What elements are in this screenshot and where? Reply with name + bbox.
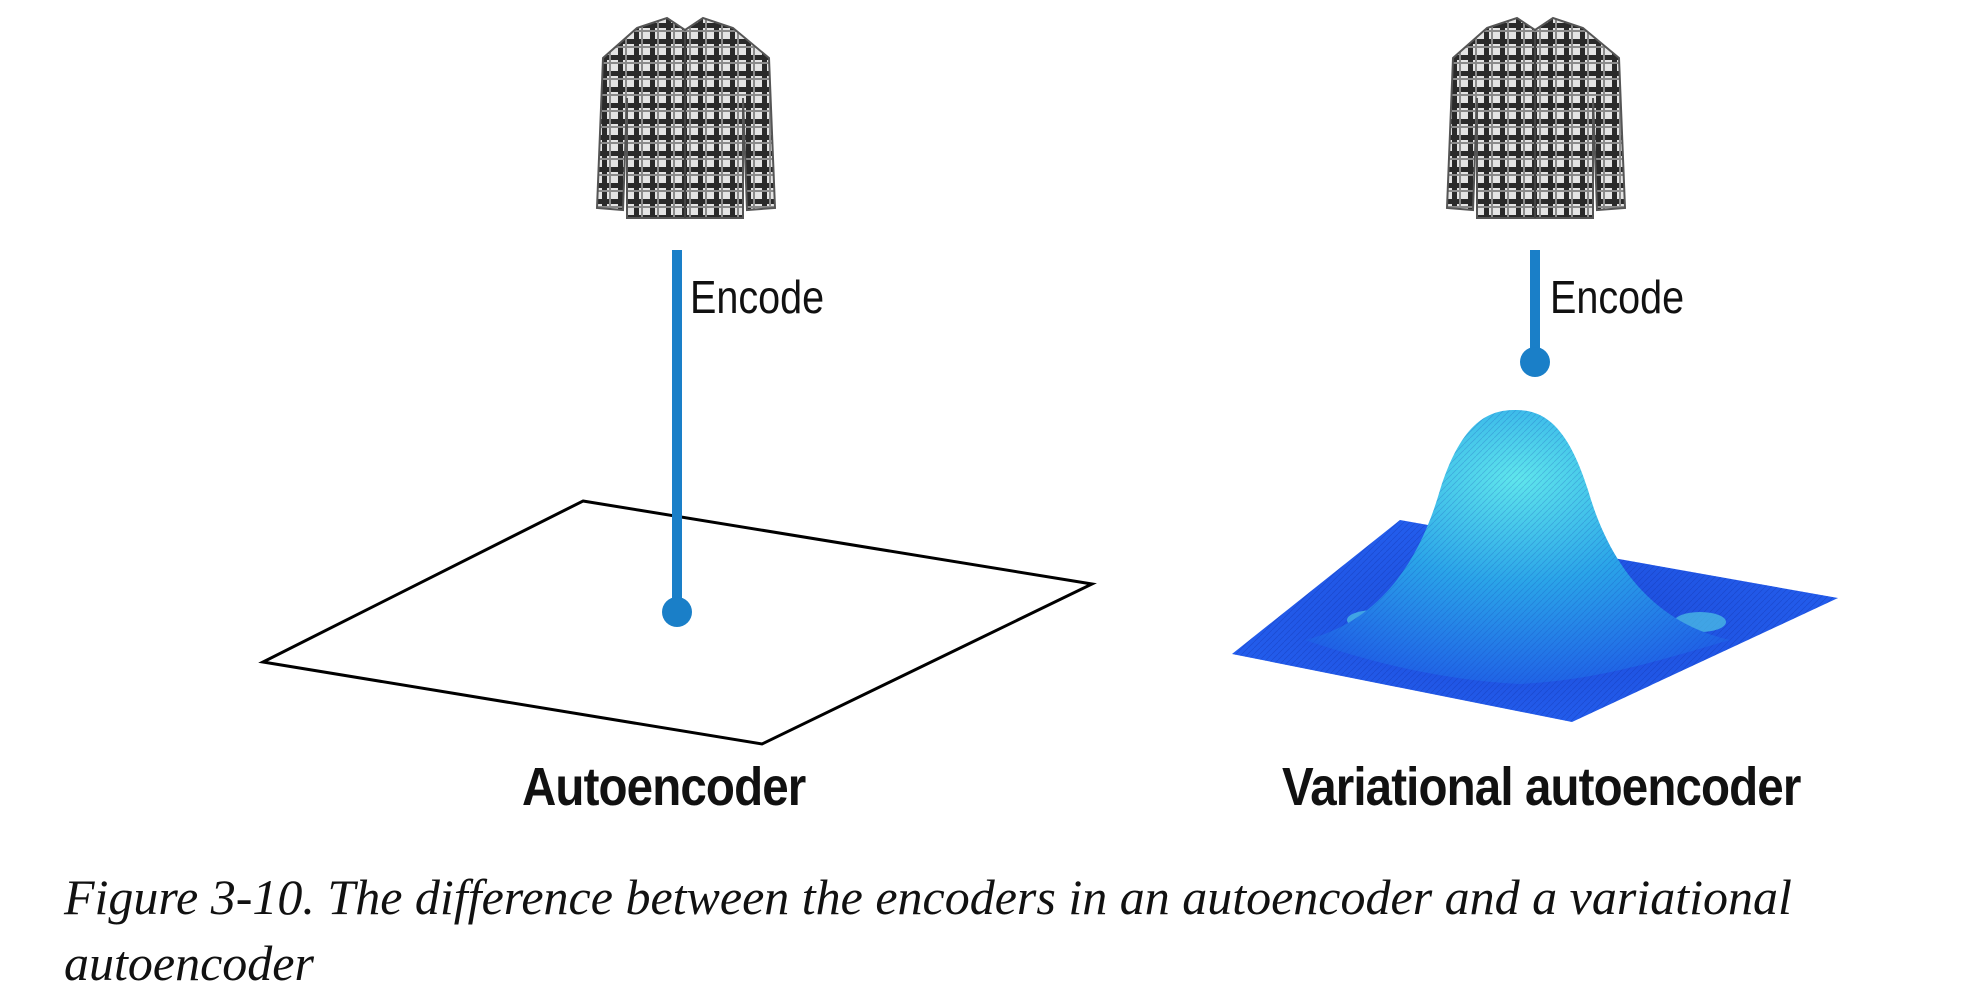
encode-label: Encode <box>1550 271 1685 323</box>
encoded-point <box>662 597 692 627</box>
encoded-point <box>1520 347 1550 377</box>
figure-caption: Figure 3-10. The difference between the … <box>64 864 1964 996</box>
plaid-shirt-icon <box>1445 16 1627 219</box>
caption-text: The difference between the encoders in a… <box>64 869 1792 991</box>
plaid-shirt-icon <box>595 16 777 219</box>
panel-title: Variational autoencoder <box>1282 757 1801 817</box>
panel-title: Autoencoder <box>522 757 806 817</box>
figure-label: Figure 3-10. <box>64 869 315 925</box>
gaussian-surface <box>1232 410 1838 722</box>
encode-label: Encode <box>690 271 825 323</box>
